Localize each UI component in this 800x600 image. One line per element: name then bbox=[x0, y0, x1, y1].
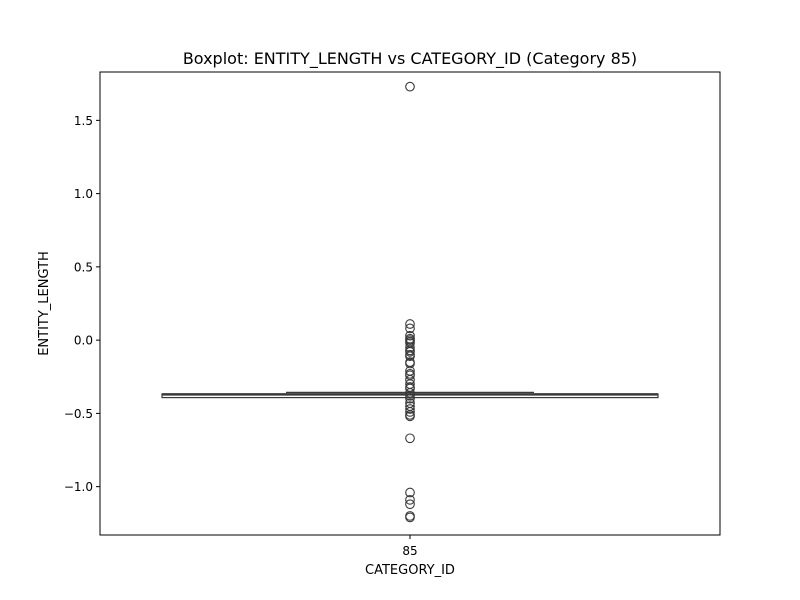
outlier-point bbox=[405, 319, 415, 329]
outlier-point bbox=[405, 512, 415, 523]
outlier-point bbox=[405, 358, 415, 369]
y-tick-label: −1.0 bbox=[64, 480, 93, 494]
y-tick-label: −0.5 bbox=[64, 407, 93, 421]
outlier-point bbox=[405, 404, 415, 414]
box-series bbox=[161, 81, 659, 523]
outlier-point bbox=[405, 499, 415, 510]
outlier-point bbox=[405, 323, 415, 334]
outlier-point bbox=[405, 487, 415, 498]
outlier-point bbox=[405, 411, 415, 422]
outlier-point bbox=[405, 390, 415, 401]
x-axis-ticks: 85 bbox=[402, 535, 418, 558]
outlier-point bbox=[405, 433, 415, 444]
x-tick-label: 85 bbox=[402, 544, 417, 558]
y-tick-label: 1.5 bbox=[74, 114, 93, 128]
outlier-point bbox=[405, 330, 415, 341]
outlier-point bbox=[405, 407, 415, 417]
chart-title: Boxplot: ENTITY_LENGTH vs CATEGORY_ID (C… bbox=[183, 49, 637, 69]
y-tick-label: 0.0 bbox=[74, 334, 93, 348]
y-axis-ticks: −1.0 −0.5 0.0 0.5 1.0 1.5 bbox=[64, 114, 100, 494]
y-axis-label: ENTITY_LENGTH bbox=[37, 251, 52, 356]
outlier-point bbox=[405, 393, 415, 404]
outlier-point bbox=[405, 81, 415, 92]
outlier-point bbox=[405, 383, 415, 394]
y-tick-label: 1.0 bbox=[74, 187, 93, 201]
x-axis-label: CATEGORY_ID bbox=[365, 563, 455, 578]
y-tick-label: 0.5 bbox=[74, 260, 93, 274]
outlier-point bbox=[405, 351, 415, 362]
outlier-point bbox=[405, 494, 415, 505]
outlier-point bbox=[405, 347, 415, 357]
outlier-point bbox=[405, 388, 415, 398]
